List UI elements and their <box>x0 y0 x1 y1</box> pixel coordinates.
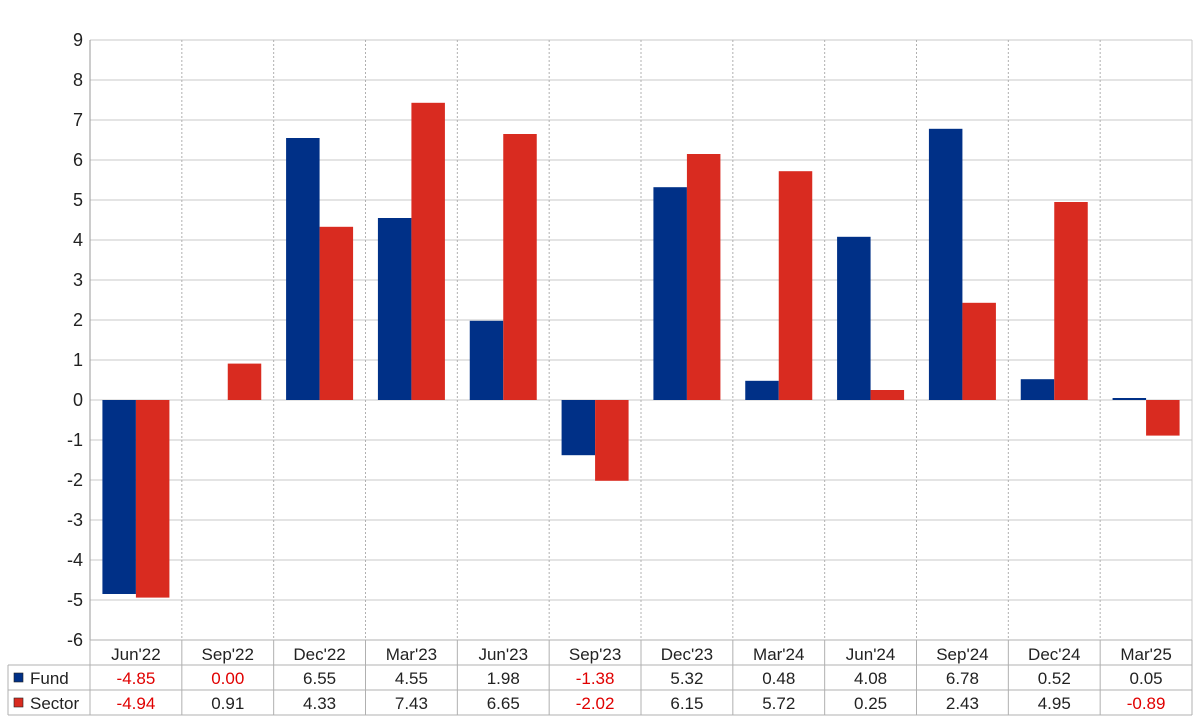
data-label-sector-11: -0.89 <box>1127 694 1166 713</box>
data-label-fund-11: 0.05 <box>1130 669 1163 688</box>
x-tick-label: Sep'23 <box>569 645 621 664</box>
bar-fund-4 <box>469 320 504 400</box>
data-label-fund-2: 6.55 <box>303 669 336 688</box>
bar-sector-11 <box>1146 400 1180 436</box>
y-tick-label: 9 <box>73 30 83 50</box>
bar-fund-6 <box>653 187 687 400</box>
legend-swatch-sector <box>13 697 24 708</box>
data-label-fund-0: -4.85 <box>117 669 156 688</box>
y-tick-label: 3 <box>73 270 83 290</box>
y-tick-label: 8 <box>73 70 83 90</box>
data-label-sector-10: 4.95 <box>1038 694 1071 713</box>
data-label-fund-8: 4.08 <box>854 669 887 688</box>
bar-sector-1 <box>227 363 262 400</box>
y-tick-label: -5 <box>67 590 83 610</box>
data-label-fund-5: -1.38 <box>576 669 615 688</box>
bar-sector-3 <box>411 102 445 401</box>
bar-sector-7 <box>778 171 813 400</box>
data-label-sector-0: -4.94 <box>117 694 156 713</box>
x-tick-label: Mar'24 <box>753 645 804 664</box>
data-label-sector-5: -2.02 <box>576 694 615 713</box>
data-label-sector-6: 6.15 <box>670 694 703 713</box>
x-tick-label: Jun'24 <box>846 645 896 664</box>
y-tick-label: 5 <box>73 190 83 210</box>
data-label-sector-1: 0.91 <box>211 694 244 713</box>
data-label-sector-9: 2.43 <box>946 694 979 713</box>
bars <box>102 102 1180 598</box>
y-tick-label: 4 <box>73 230 83 250</box>
data-label-sector-8: 0.25 <box>854 694 887 713</box>
bar-fund-7 <box>745 380 779 400</box>
bar-sector-2 <box>319 226 354 400</box>
data-label-sector-7: 5.72 <box>762 694 795 713</box>
bar-fund-9 <box>928 128 963 401</box>
data-table: Jun'22 Sep'22 Dec'22 Mar'23 Jun'23 Sep'23 Dec'… <box>7 639 1193 716</box>
data-label-sector-2: 4.33 <box>303 694 336 713</box>
bar-fund-8 <box>837 236 871 400</box>
grid-lines <box>89 39 1193 641</box>
bar-sector-6 <box>686 154 721 400</box>
bar-sector-4 <box>503 134 537 400</box>
bar-fund-5 <box>561 400 596 456</box>
series-name-sector: Sector <box>30 694 79 713</box>
bar-sector-10 <box>1054 202 1088 400</box>
x-tick-label: Jun'22 <box>111 645 161 664</box>
bar-sector-8 <box>870 390 905 400</box>
bar-sector-0 <box>135 400 170 598</box>
data-label-sector-4: 6.65 <box>487 694 520 713</box>
bar-sector-9 <box>962 302 996 400</box>
y-tick-label: 1 <box>73 350 83 370</box>
data-label-fund-7: 0.48 <box>762 669 795 688</box>
y-axis-tick-labels: 9 8 7 6 5 4 3 2 1 0 -1 -2 -3 -4 -5 -6 <box>67 30 83 650</box>
legend-swatch-fund <box>13 672 24 683</box>
data-label-fund-9: 6.78 <box>946 669 979 688</box>
data-label-fund-3: 4.55 <box>395 669 428 688</box>
y-tick-label: -4 <box>67 550 83 570</box>
x-tick-label: Dec'23 <box>661 645 713 664</box>
data-label-fund-10: 0.52 <box>1038 669 1071 688</box>
data-label-fund-4: 1.98 <box>487 669 520 688</box>
x-tick-label: Mar'25 <box>1120 645 1171 664</box>
y-tick-label: -2 <box>67 470 83 490</box>
bar-fund-3 <box>377 218 412 400</box>
bar-sector-5 <box>595 400 629 481</box>
data-label-sector-3: 7.43 <box>395 694 428 713</box>
data-label-fund-1: 0.00 <box>211 669 244 688</box>
series-name-fund: Fund <box>30 669 69 688</box>
y-tick-label: -3 <box>67 510 83 530</box>
bar-fund-10 <box>1020 379 1055 400</box>
x-tick-label: Sep'24 <box>936 645 988 664</box>
x-tick-label: Dec'24 <box>1028 645 1080 664</box>
bar-fund-2 <box>286 138 320 400</box>
y-tick-label: -1 <box>67 430 83 450</box>
y-tick-label: 6 <box>73 150 83 170</box>
bar-fund-11 <box>1112 398 1147 400</box>
x-tick-label: Sep'22 <box>202 645 254 664</box>
y-tick-label: 0 <box>73 390 83 410</box>
data-label-fund-6: 5.32 <box>670 669 703 688</box>
bar-fund-0 <box>102 400 136 594</box>
x-tick-label: Jun'23 <box>478 645 528 664</box>
x-tick-label: Mar'23 <box>386 645 437 664</box>
y-tick-label: -6 <box>67 630 83 650</box>
x-tick-label: Dec'22 <box>293 645 345 664</box>
y-tick-label: 2 <box>73 310 83 330</box>
y-tick-label: 7 <box>73 110 83 130</box>
